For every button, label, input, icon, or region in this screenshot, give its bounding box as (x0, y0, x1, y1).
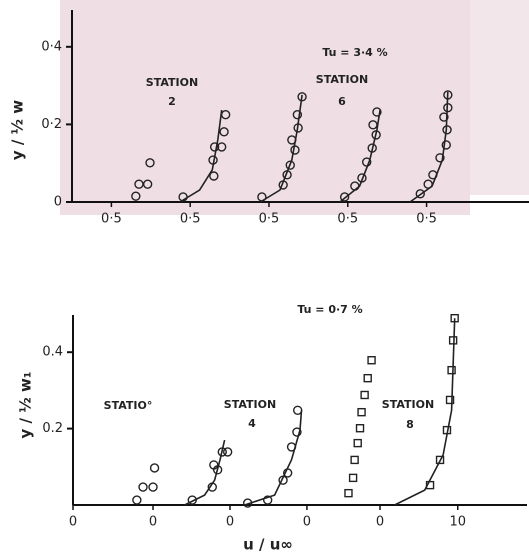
x-tick-label: 0·5 (259, 212, 280, 227)
point (292, 405, 303, 415)
scan-tint (60, 0, 470, 215)
y-tick-label: 0 (54, 195, 62, 210)
point (138, 482, 148, 492)
point (209, 460, 219, 470)
point (360, 390, 369, 400)
fit-curve (184, 439, 226, 506)
fit-curve (339, 109, 381, 203)
point (217, 142, 227, 152)
y-tick-label: 0.2 (42, 421, 63, 436)
x-tick-label: 0·5 (337, 212, 358, 227)
fit-curve (179, 109, 223, 203)
point (149, 463, 160, 473)
point (415, 189, 425, 199)
y-axis-label: y / ½ w₁ (17, 372, 35, 439)
annotation: 6 (338, 95, 346, 108)
point (348, 473, 358, 483)
annotation: STATION (146, 76, 198, 89)
fit-curve (394, 318, 456, 506)
x-tick-label: 0 (226, 515, 234, 530)
annotation: STATIO° (104, 399, 153, 412)
x-tick-label: 0·5 (101, 212, 122, 227)
y-tick-label: 0.4 (42, 345, 63, 360)
x-tick-label: 0·5 (416, 212, 437, 227)
point (219, 127, 229, 137)
annotation: 2 (168, 95, 176, 108)
point (262, 495, 273, 505)
point (292, 109, 303, 120)
annotation: Tu = 3·4 % (322, 46, 387, 59)
point (142, 179, 153, 189)
point (131, 191, 141, 201)
point (439, 112, 449, 122)
annotation: STATION (316, 73, 368, 86)
x-tick-label: 0·5 (180, 212, 201, 227)
point (145, 158, 155, 168)
x-tick-label: 10 (449, 515, 466, 530)
annotation: Tu = 0·7 % (297, 303, 362, 316)
y-axis-label: y / ½ w (9, 100, 27, 160)
fit-curve (244, 410, 303, 506)
point (222, 447, 233, 457)
point (353, 438, 362, 448)
point (435, 153, 445, 163)
point (339, 192, 350, 202)
point (132, 495, 142, 505)
y-tick-label: 0·2 (41, 117, 62, 132)
y-tick-label: 0·4 (41, 39, 62, 54)
point (292, 427, 302, 437)
x-tick-label: 0 (149, 515, 157, 530)
point (441, 140, 451, 150)
x-tick-label: 0 (69, 515, 77, 530)
x-tick-label: 0 (303, 515, 311, 530)
fit-curve (409, 91, 449, 203)
fit-curve (259, 94, 303, 203)
x-tick-label: 0 (376, 515, 384, 530)
annotation: STATION (224, 398, 276, 411)
point (209, 142, 220, 152)
annotation: 4 (248, 417, 256, 430)
point (372, 107, 382, 117)
point (209, 171, 219, 181)
point (355, 424, 365, 433)
point (285, 160, 295, 170)
point (357, 407, 366, 417)
scan-tint (470, 0, 529, 195)
point (363, 373, 372, 383)
annotation: 8 (406, 418, 414, 431)
annotation: STATION (382, 398, 434, 411)
point (445, 395, 455, 405)
point (435, 455, 445, 465)
point (447, 365, 456, 375)
point (344, 488, 353, 498)
point (350, 455, 359, 465)
point (148, 482, 158, 492)
x-axis-label: u / u∞ (243, 536, 293, 554)
point (367, 356, 376, 365)
